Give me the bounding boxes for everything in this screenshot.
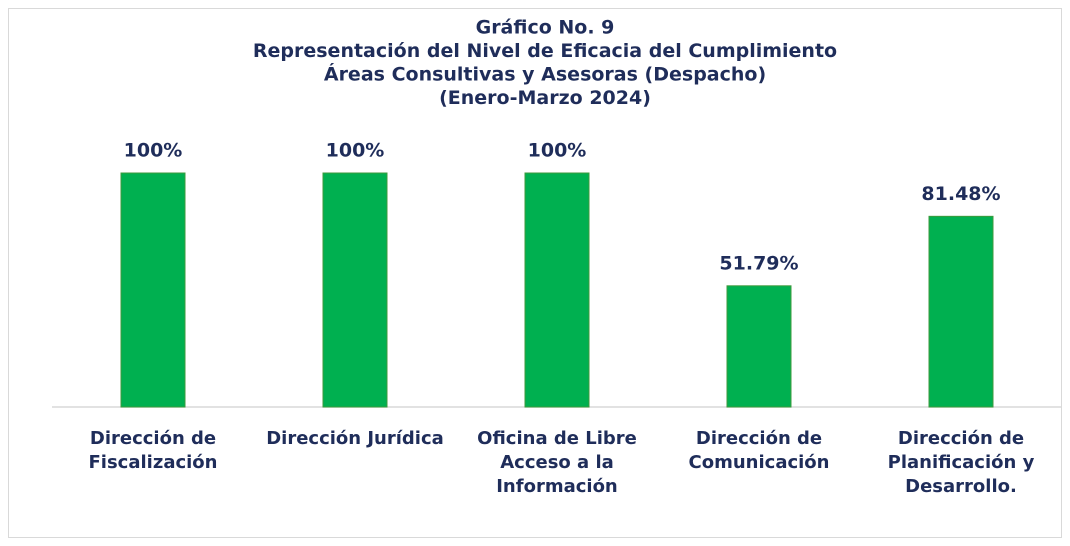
- chart-title: (Enero-Marzo 2024): [439, 87, 651, 109]
- x-tick-label: Dirección Jurídica: [266, 428, 444, 449]
- bar: [322, 172, 388, 408]
- x-tick-label: Oficina de Libre Acceso a la Información: [477, 428, 637, 497]
- value-label: 81.48%: [921, 183, 1000, 205]
- value-label: 100%: [528, 140, 587, 162]
- chart-title: Representación del Nivel de Eficacia del…: [253, 40, 837, 62]
- value-label: 51.79%: [719, 252, 798, 274]
- chart-title: Gráfico No. 9: [476, 17, 615, 39]
- x-tick-label: Dirección de Planificación y Desarrollo.: [887, 428, 1035, 497]
- x-tick-label: Dirección de Comunicación: [688, 428, 830, 473]
- chart-title: Áreas Consultivas y Asesoras (Despacho): [324, 63, 766, 86]
- value-label: 100%: [326, 140, 385, 162]
- x-tick-label: Dirección de Fiscalización: [88, 428, 218, 473]
- bar: [726, 285, 792, 408]
- bar: [120, 172, 186, 408]
- value-label: 100%: [124, 140, 183, 162]
- bar: [928, 215, 994, 408]
- bar: [524, 172, 590, 408]
